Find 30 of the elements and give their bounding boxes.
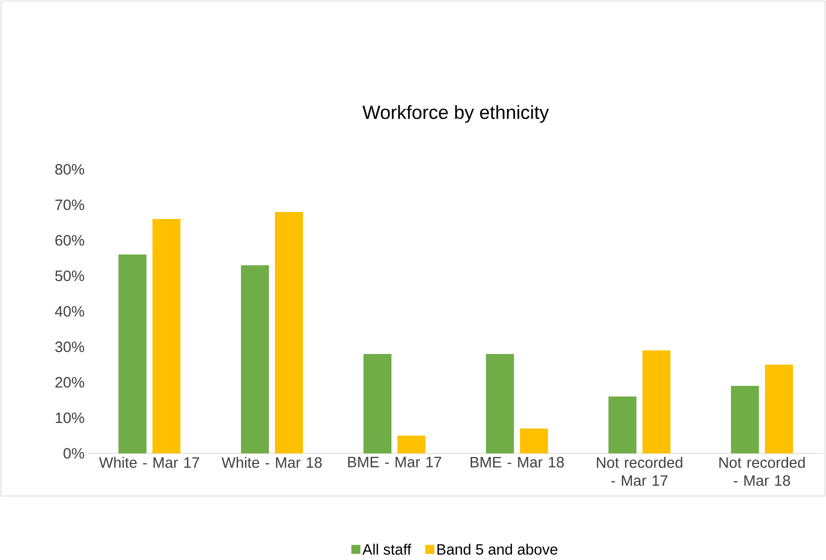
- bar: [240, 265, 269, 454]
- bar: [397, 436, 426, 454]
- y-tick-label: 50%: [55, 270, 84, 282]
- y-tick-label: 40%: [54, 306, 84, 317]
- bar: [152, 219, 180, 454]
- legend-label: Band 5 and above: [437, 544, 558, 555]
- x-tick-label: BME - Mar 18: [470, 456, 564, 468]
- y-tick-label: 20%: [55, 376, 84, 388]
- chart-title: Workforce by ethnicity: [362, 105, 549, 123]
- bar: [764, 364, 793, 454]
- bar: [118, 254, 146, 454]
- bar: [608, 396, 636, 454]
- x-tick-label: BME - Mar 17: [348, 456, 442, 468]
- bar: [520, 428, 548, 454]
- bar: [274, 212, 303, 454]
- bar: [642, 350, 670, 454]
- x-tick-label: Not recorded - Mar 17: [596, 456, 682, 486]
- y-tick-label: 70%: [55, 199, 84, 210]
- x-tick-label: White - Mar 17: [99, 456, 200, 468]
- y-tick-label: 30%: [55, 341, 84, 352]
- bar: [486, 354, 514, 454]
- y-tick-label: 0%: [64, 448, 84, 459]
- bar: [363, 354, 392, 454]
- y-tick-label: 80%: [55, 164, 84, 175]
- x-tick-label: White - Mar 18: [222, 456, 322, 468]
- x-tick-label: Not recorded - Mar 18: [719, 456, 805, 486]
- legend-label: All staff: [362, 544, 412, 555]
- bar: [730, 386, 759, 454]
- y-tick-label: 10%: [56, 412, 84, 424]
- y-tick-label: 60%: [55, 234, 84, 246]
